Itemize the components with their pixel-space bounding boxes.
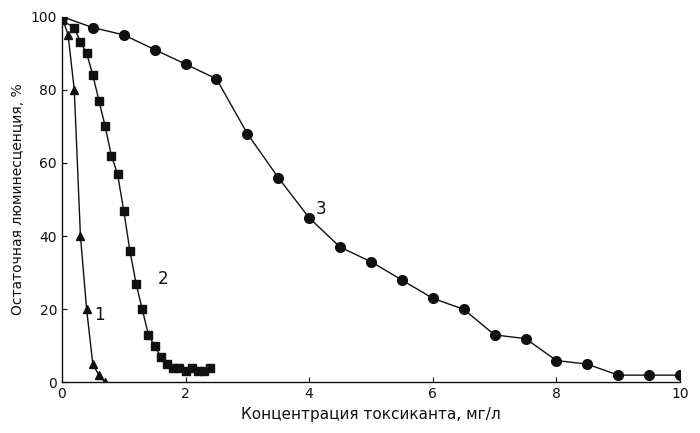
Text: 2: 2	[158, 270, 168, 288]
X-axis label: Концентрация токсиканта, мг/л: Концентрация токсиканта, мг/л	[241, 407, 501, 422]
Y-axis label: Остаточная люминесценция, %: Остаточная люминесценция, %	[11, 84, 25, 315]
Text: 1: 1	[94, 306, 105, 324]
Text: 3: 3	[316, 200, 326, 218]
